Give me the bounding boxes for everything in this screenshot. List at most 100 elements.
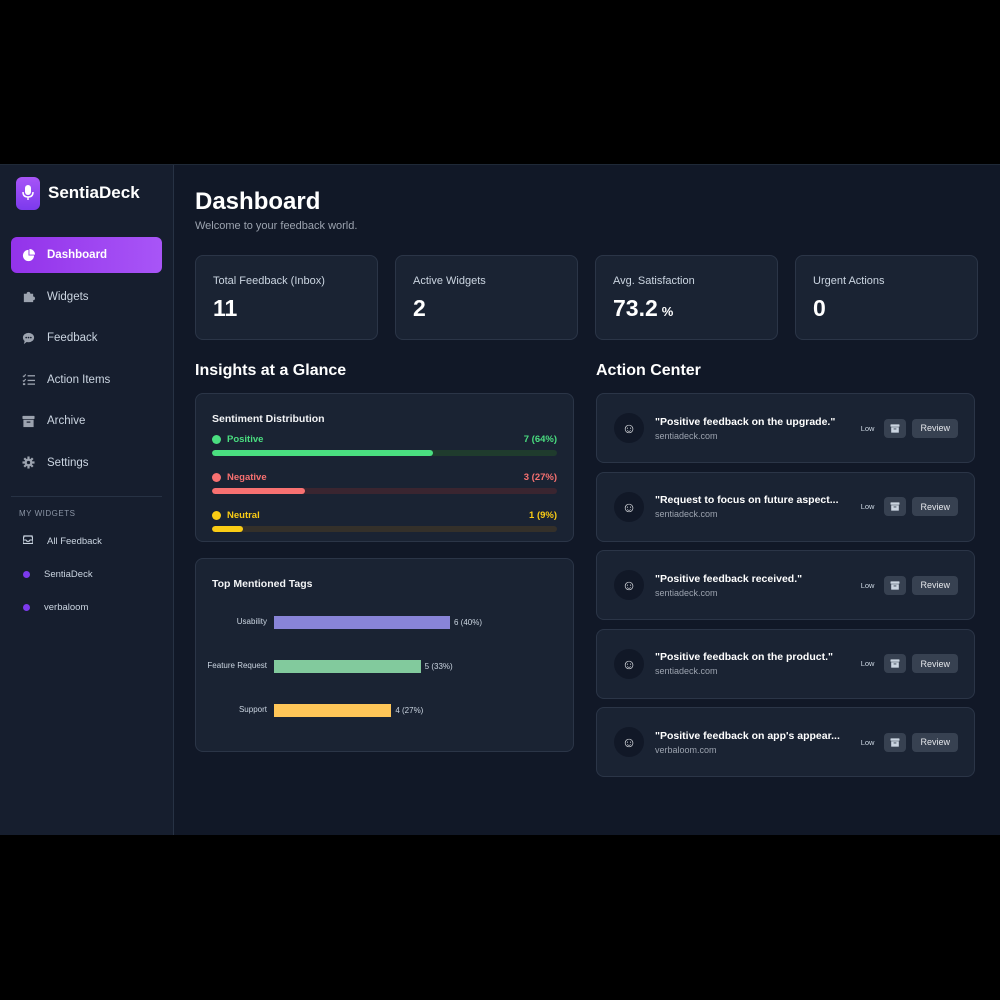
stat-card-total-feedback[interactable]: Total Feedback (Inbox) 11 — [195, 255, 378, 340]
page-subtitle: Welcome to your feedback world. — [195, 220, 358, 232]
widget-item-label: All Feedback — [47, 535, 102, 547]
nav-item-widgets[interactable]: Widgets — [11, 279, 162, 315]
archive-button[interactable] — [884, 497, 907, 516]
sentiment-label: Negative — [212, 472, 267, 483]
content-columns: Insights at a Glance Sentiment Distribut… — [195, 362, 978, 786]
sentiment-row: Positive 7 (64%) — [212, 433, 557, 456]
chat-bubble-icon — [21, 331, 35, 345]
archive-box-icon — [890, 502, 900, 511]
sidebar-divider — [11, 495, 162, 497]
action-item[interactable]: ☺ "Positive feedback received." sentiadeck… — [596, 550, 975, 620]
nav-item-archive[interactable]: Archive — [11, 403, 162, 439]
face-icon — [212, 434, 221, 444]
sentiment-row: Neutral 1 (9%) — [212, 509, 557, 532]
puzzle-icon — [21, 290, 35, 304]
sentiment-count: 7 (64%) — [523, 433, 557, 445]
sentiment-bar-track — [212, 450, 557, 456]
tags-card: Top Mentioned Tags Usability 6 (40%) Featu… — [195, 558, 574, 752]
widget-item-verbaloom[interactable]: verbaloom — [11, 591, 162, 624]
stat-card-urgent-actions[interactable]: Urgent Actions 0 — [795, 255, 978, 340]
nav-item-settings[interactable]: Settings — [11, 445, 162, 481]
nav-item-feedback[interactable]: Feedback — [11, 320, 162, 356]
action-title: "Positive feedback on app's appear... — [655, 729, 840, 742]
priority-label: Low — [860, 659, 875, 668]
widget-item-label: verbaloom — [44, 601, 89, 613]
stat-card-active-widgets[interactable]: Active Widgets 2 — [395, 255, 578, 340]
bar[interactable] — [274, 703, 392, 717]
action-item[interactable]: ☺ "Positive feedback on app's appear... ve… — [596, 707, 975, 777]
nav-item-label: Feedback — [47, 332, 98, 344]
sentiment-bar-fill — [212, 526, 244, 532]
sentiment-label: Positive — [212, 434, 263, 445]
smiley-icon: ☺ — [614, 648, 644, 679]
review-button[interactable]: Review — [912, 418, 958, 438]
nav-item-dashboard[interactable]: Dashboard — [11, 237, 162, 273]
sentiment-rows: Positive 7 (64%) Negative 3 (27%) Neutral 1 (… — [212, 433, 557, 532]
sentiment-row-header: Negative 3 (27%) — [212, 471, 557, 483]
nav-item-label: Dashboard — [47, 249, 108, 261]
action-item[interactable]: ☺ "Positive feedback on the product." sent… — [596, 628, 975, 699]
review-button[interactable]: Review — [912, 654, 958, 673]
tags-chart-title: Top Mentioned Tags — [212, 578, 313, 590]
archive-box-icon — [890, 659, 900, 668]
stat-card-avg-satisfaction[interactable]: Avg. Satisfaction 73.2% — [595, 255, 778, 340]
app-window: SentiaDeck Dashboard Widgets Feedback — [0, 164, 1000, 835]
sentiment-label-text: Neutral — [227, 509, 260, 521]
action-center-section: Action Center ☺ "Positive feedback on the… — [596, 362, 975, 786]
main-content: Dashboard Welcome to your feedback world… — [174, 165, 1000, 835]
widget-item-all-feedback[interactable]: All Feedback — [11, 525, 162, 558]
dot-icon — [23, 603, 30, 611]
priority-label: Low — [860, 580, 875, 590]
stat-label: Avg. Satisfaction — [613, 275, 695, 287]
action-source: sentiadeck.com — [655, 666, 718, 676]
action-title: "Request to focus on future aspect... — [655, 494, 839, 506]
priority-label: Low — [860, 737, 875, 747]
review-button[interactable]: Review — [912, 732, 958, 752]
action-item[interactable]: ☺ "Positive feedback on the upgrade." sent… — [596, 393, 975, 463]
face-icon — [212, 510, 221, 520]
main-nav: Dashboard Widgets Feedback Action Items — [11, 237, 162, 481]
archive-button[interactable] — [884, 575, 907, 595]
stat-label: Active Widgets — [413, 275, 486, 287]
review-button[interactable]: Review — [912, 575, 958, 595]
sentiment-row-header: Positive 7 (64%) — [212, 433, 557, 445]
page-title: Dashboard — [195, 188, 321, 215]
archive-box-icon — [21, 414, 35, 428]
archive-button[interactable] — [884, 418, 907, 438]
bar[interactable] — [274, 659, 421, 673]
sentiment-bar-track — [212, 488, 557, 494]
archive-box-icon — [890, 580, 900, 590]
stat-value: 11 — [213, 295, 238, 321]
action-list: ☺ "Positive feedback on the upgrade." sent… — [596, 393, 975, 777]
action-text: "Positive feedback on the upgrade." senti… — [655, 416, 861, 441]
task-list-icon — [21, 373, 35, 387]
action-item[interactable]: ☺ "Request to focus on future aspect... se… — [596, 471, 975, 542]
tick-label: Feature Request — [207, 661, 267, 670]
sentiment-row-header: Neutral 1 (9%) — [212, 509, 557, 521]
my-widgets-heading: MY WIDGETS — [19, 508, 76, 518]
pie-chart-icon — [21, 248, 35, 262]
nav-item-label: Archive — [47, 415, 86, 427]
data-label: 6 (40%) — [454, 617, 483, 627]
priority-label: Low — [860, 502, 875, 511]
sentiment-label: Neutral — [212, 510, 260, 521]
insights-title: Insights at a Glance — [195, 362, 347, 379]
action-text: "Positive feedback received." sentiadeck.… — [655, 573, 861, 598]
action-center-title: Action Center — [596, 362, 701, 379]
action-source: sentiadeck.com — [655, 587, 718, 598]
action-text: "Positive feedback on app's appear... ver… — [655, 730, 861, 755]
review-button[interactable]: Review — [912, 497, 958, 516]
sentiment-label-text: Negative — [227, 471, 267, 483]
action-title: "Positive feedback on the upgrade." — [655, 415, 836, 428]
archive-button[interactable] — [884, 654, 907, 673]
widget-item-sentiadeck[interactable]: SentiaDeck — [11, 558, 162, 591]
face-icon — [212, 472, 221, 482]
nav-item-label: Widgets — [47, 290, 89, 303]
action-text: "Positive feedback on the product." senti… — [655, 651, 861, 676]
sentiment-bar-fill — [212, 450, 433, 456]
nav-item-action-items[interactable]: Action Items — [11, 362, 162, 398]
bar[interactable] — [274, 615, 450, 629]
smiley-icon: ☺ — [614, 727, 644, 757]
brand[interactable]: SentiaDeck — [11, 175, 162, 211]
archive-button[interactable] — [884, 732, 907, 752]
